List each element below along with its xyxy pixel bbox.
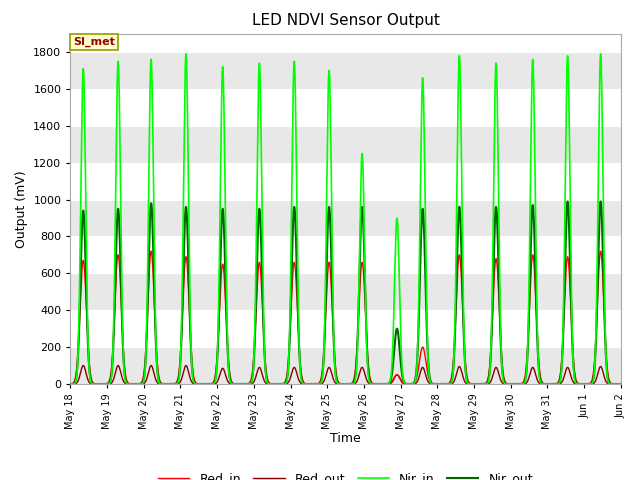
Red_out — [147, 363, 155, 369]
Bar — [70, 237, 621, 273]
Nir_in — [617, 381, 625, 387]
Nir_in — [424, 364, 432, 370]
X-axis label: Time: Time — [330, 432, 361, 444]
Nir_out — [617, 381, 625, 387]
Nir_out — [277, 381, 285, 387]
Nir_in — [519, 381, 527, 387]
Nir_out — [519, 381, 527, 386]
Bar — [70, 200, 621, 237]
Bar — [70, 310, 621, 347]
Legend: Red_in, Red_out, Nir_in, Nir_out: Red_in, Red_out, Nir_in, Nir_out — [153, 467, 538, 480]
Red_in — [519, 380, 527, 385]
Red_out — [397, 377, 404, 383]
Red_out — [519, 381, 527, 387]
Red_out — [166, 381, 174, 387]
Red_in — [617, 381, 625, 387]
Nir_in — [182, 51, 190, 57]
Red_out — [477, 381, 485, 387]
Bar — [70, 89, 621, 126]
Red_in — [277, 381, 285, 387]
Red_in — [166, 381, 174, 387]
Line: Nir_out: Nir_out — [70, 202, 621, 384]
Nir_in — [277, 381, 285, 387]
Nir_out — [67, 381, 74, 387]
Red_in — [147, 248, 155, 254]
Text: SI_met: SI_met — [73, 37, 115, 48]
Bar — [70, 15, 621, 52]
Nir_out — [166, 381, 174, 387]
Nir_out — [397, 357, 404, 362]
Red_out — [67, 381, 74, 387]
Red_in — [477, 381, 485, 387]
Nir_out — [477, 381, 485, 387]
Red_out — [277, 381, 285, 387]
Nir_in — [67, 381, 74, 387]
Red_in — [424, 374, 432, 380]
Nir_in — [397, 327, 404, 333]
Bar — [70, 52, 621, 89]
Red_in — [67, 381, 74, 387]
Red_out — [424, 379, 432, 385]
Line: Red_out: Red_out — [70, 366, 621, 384]
Line: Nir_in: Nir_in — [70, 54, 621, 384]
Nir_in — [166, 381, 174, 387]
Y-axis label: Output (mV): Output (mV) — [15, 170, 28, 248]
Line: Red_in: Red_in — [70, 251, 621, 384]
Bar — [70, 273, 621, 310]
Nir_out — [424, 360, 432, 366]
Nir_out — [564, 199, 572, 204]
Bar — [70, 347, 621, 384]
Title: LED NDVI Sensor Output: LED NDVI Sensor Output — [252, 13, 440, 28]
Nir_in — [477, 381, 485, 387]
Red_in — [397, 376, 404, 382]
Red_out — [617, 381, 625, 387]
Bar — [70, 126, 621, 163]
Bar — [70, 163, 621, 200]
